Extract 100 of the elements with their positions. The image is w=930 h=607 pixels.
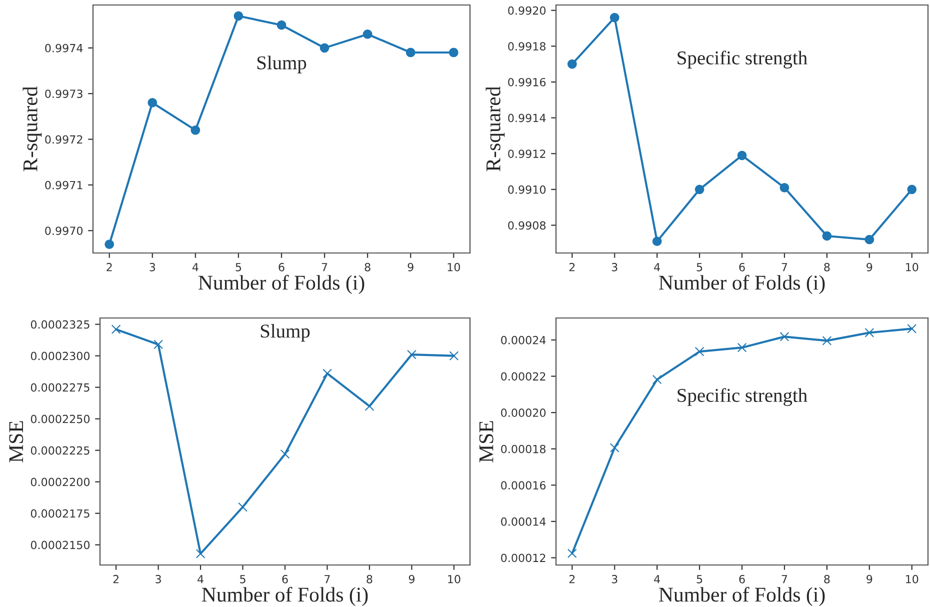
x-tick-label: 9 [866, 574, 872, 584]
point [694, 184, 704, 194]
x-tick-label: 6 [282, 574, 288, 584]
x-tick-label: 6 [278, 262, 284, 272]
x-tick-label: 7 [782, 575, 788, 584]
y-tick-label: 0.0002200 [30, 478, 90, 486]
point [822, 231, 832, 241]
y-tick-label: 0.00014 [501, 517, 546, 526]
annotation: Specific strength [678, 50, 808, 69]
x-tick-label: 2 [569, 262, 575, 272]
x-tick-label: 6 [739, 262, 745, 272]
point [190, 125, 200, 135]
y-tick-label: 0.0002325 [30, 320, 90, 329]
x-tick-label: 8 [364, 262, 370, 272]
point [320, 43, 330, 53]
point [406, 48, 416, 58]
x-tick-label: 5 [696, 575, 702, 584]
point [276, 20, 286, 30]
point [448, 48, 458, 58]
point [652, 236, 662, 246]
x-tick-label: 10 [906, 574, 918, 584]
x-tick-label: 8 [824, 262, 830, 272]
x-tick-label: 8 [824, 574, 830, 584]
y-tick-label: 0.0002275 [30, 383, 90, 392]
x-tick-label: 7 [322, 263, 328, 272]
y-tick-label: 0.0002175 [30, 509, 90, 518]
point [737, 150, 747, 160]
point [737, 342, 747, 352]
y-tick-label: 0.0002225 [30, 446, 90, 455]
point [610, 12, 620, 22]
y-tick-label: 0.9916 [508, 78, 546, 86]
point [652, 374, 662, 384]
x-tick-label: 10 [448, 574, 460, 584]
point [864, 328, 874, 338]
x-axis-title: Number of Folds (i) [658, 274, 825, 294]
y-tick-label: 0.9974 [45, 44, 83, 52]
x-tick-label: 3 [156, 574, 161, 584]
point [322, 368, 332, 378]
point [154, 340, 163, 350]
x-tick-label: 2 [569, 574, 575, 584]
point [111, 324, 121, 334]
point [280, 449, 290, 459]
annotation: Slump [260, 324, 310, 342]
point [780, 332, 790, 342]
x-tick-label: 3 [612, 574, 618, 584]
annotation: Specific strength [678, 388, 808, 406]
x-axis-title: Number of Folds (i) [202, 586, 368, 606]
y-axis-title: R-squared [22, 86, 42, 172]
x-tick-label: 3 [612, 262, 618, 272]
y-axis-title: R-squared [486, 86, 505, 172]
y-tick-label: 0.9914 [508, 114, 546, 122]
point [907, 184, 917, 194]
point [567, 548, 577, 558]
point [234, 11, 244, 21]
x-tick-label: 4 [198, 575, 204, 584]
point [780, 182, 790, 192]
y-axis-title: MSE [479, 421, 494, 462]
y-tick-label: 0.9912 [508, 150, 546, 158]
x-tick-label: 9 [408, 574, 414, 584]
x-tick-label: 9 [866, 262, 872, 272]
y-tick-label: 0.9972 [45, 135, 82, 144]
point [610, 443, 620, 452]
y-tick-label: 0.00018 [501, 444, 546, 454]
point [864, 234, 874, 244]
point [907, 324, 917, 334]
y-tick-label: 0.0002300 [30, 352, 90, 360]
y-axis-title: MSE [9, 421, 24, 462]
x-tick-label: 5 [236, 263, 242, 272]
x-tick-label: 10 [906, 262, 918, 272]
x-tick-label: 2 [113, 574, 118, 584]
x-tick-label: 7 [324, 575, 330, 584]
point [694, 346, 704, 356]
point [148, 98, 158, 108]
y-tick-label: 0.9970 [45, 226, 83, 235]
x-tick-label: 4 [654, 263, 660, 272]
x-tick-label: 9 [408, 262, 414, 272]
y-tick-label: 0.9920 [508, 6, 546, 15]
point [196, 548, 206, 558]
point [567, 59, 577, 69]
x-tick-label: 4 [654, 575, 660, 584]
y-tick-label: 0.9908 [508, 221, 546, 230]
point [407, 350, 416, 360]
x-tick-label: 10 [448, 262, 460, 272]
x-tick-label: 5 [696, 263, 702, 272]
y-tick-label: 0.00016 [501, 481, 546, 490]
y-tick-label: 0.9973 [45, 90, 82, 98]
point [104, 240, 114, 250]
x-tick-label: 6 [739, 574, 745, 584]
x-tick-label: 3 [150, 262, 156, 272]
annotation: Slump [257, 56, 306, 74]
x-tick-label: 7 [782, 263, 788, 272]
x-axis-title: Number of Folds (i) [198, 274, 364, 294]
y-tick-label: 0.9910 [508, 185, 546, 194]
y-tick-label: 0.9971 [45, 180, 82, 190]
y-tick-label: 0.00022 [501, 372, 546, 381]
x-axis-title: Number of Folds (i) [658, 586, 825, 606]
x-tick-label: 5 [240, 575, 246, 584]
y-tick-label: 0.00024 [501, 336, 546, 344]
y-tick-label: 0.00020 [501, 408, 546, 417]
point [449, 351, 459, 360]
